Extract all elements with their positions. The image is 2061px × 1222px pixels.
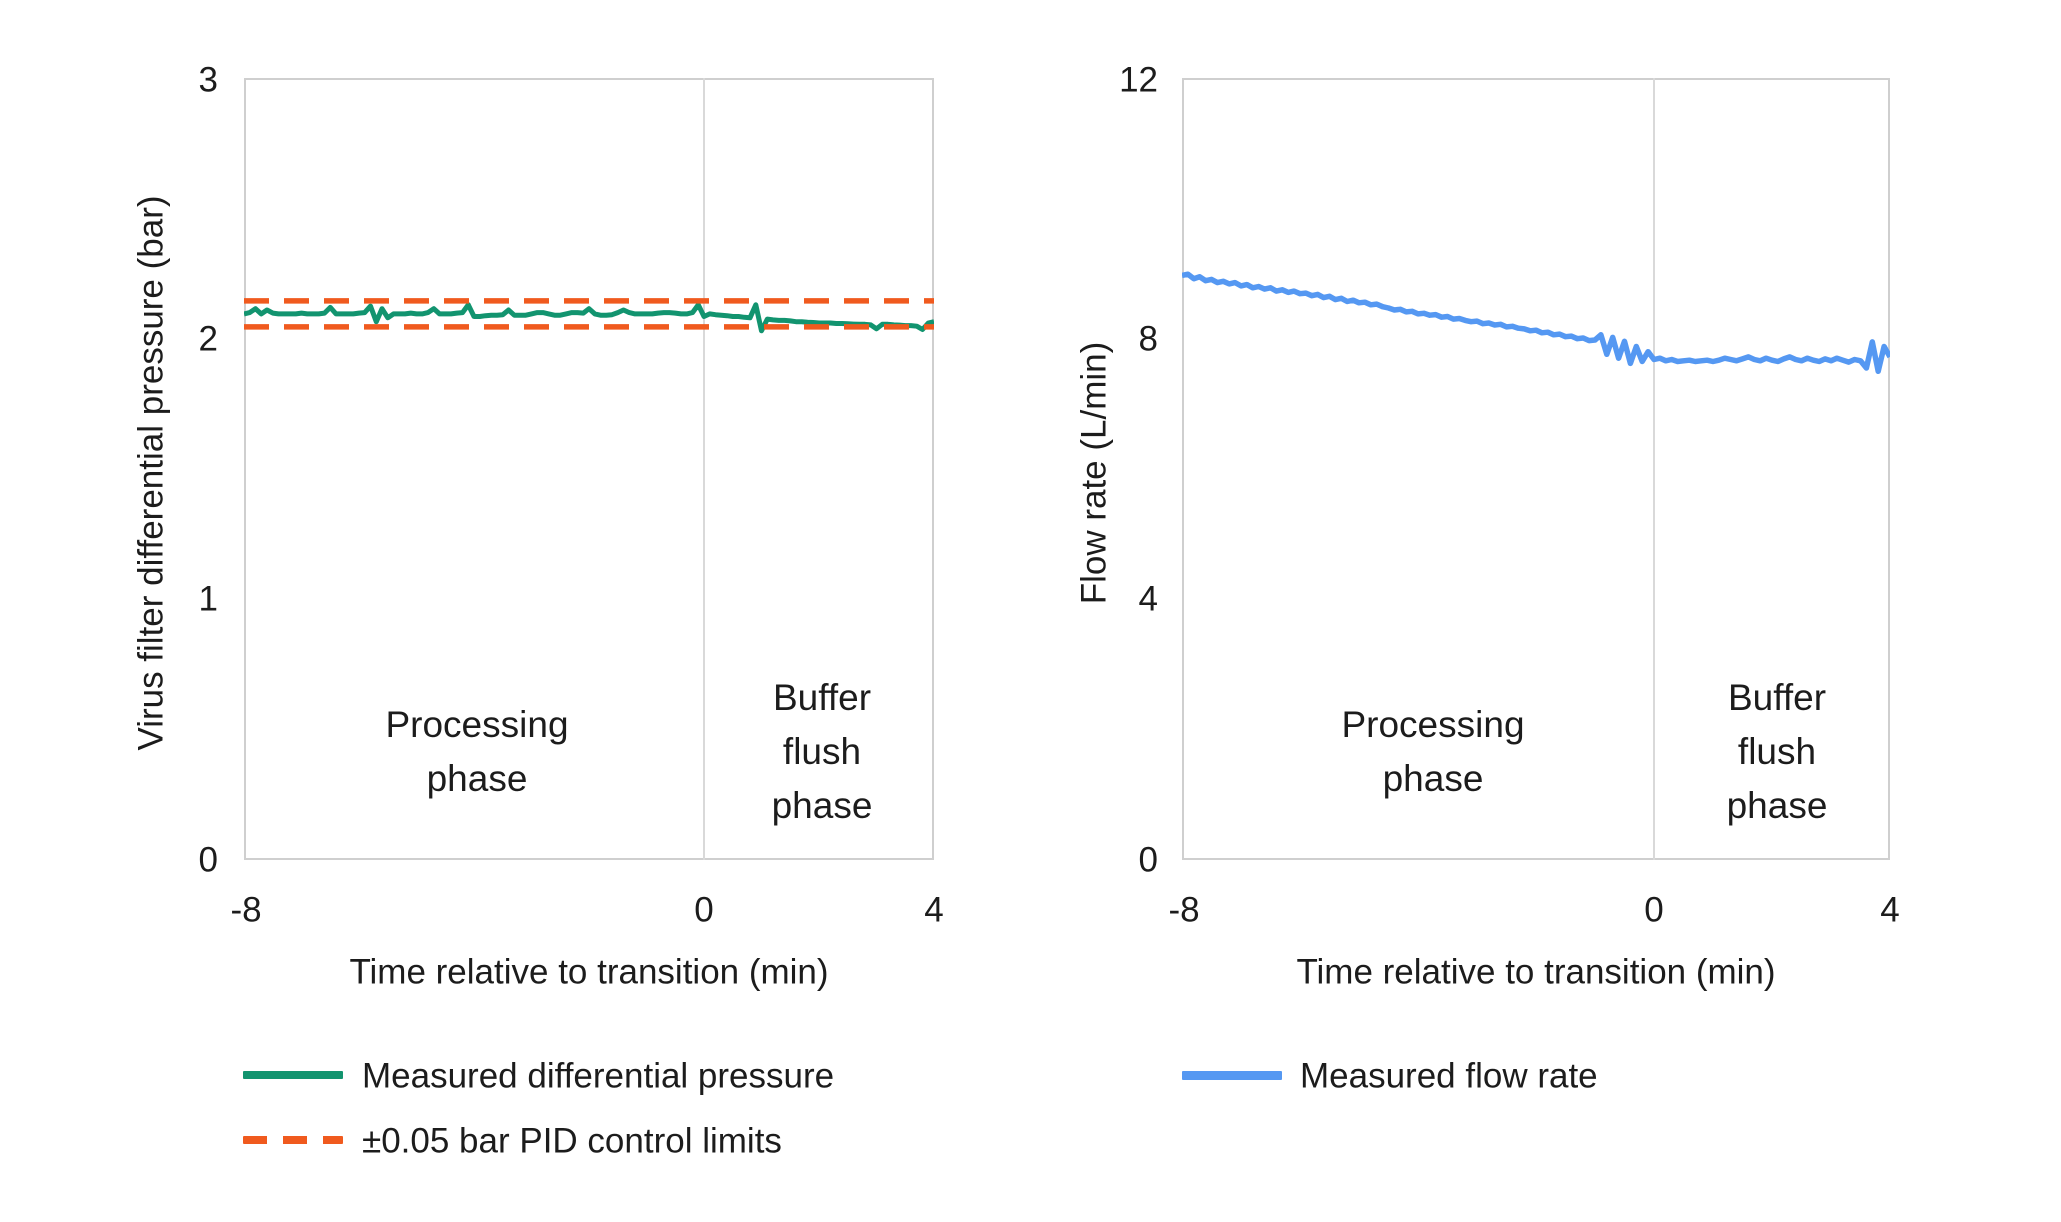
pressure-x-tick-neg8: -8: [230, 890, 262, 930]
flow-y-tick-8: 8: [1138, 319, 1158, 359]
flow-buffer-phase-label: Buffer flush phase: [1727, 671, 1828, 833]
flow-y-tick-12: 12: [1119, 60, 1158, 100]
pressure-plot-area: [244, 78, 934, 860]
pressure-plot-border: [244, 78, 934, 860]
flow-plot-border: [1182, 78, 1890, 860]
flow-y-tick-4: 4: [1138, 579, 1158, 619]
flow-x-tick-4: 4: [1880, 890, 1900, 930]
pressure-y-tick-2: 2: [198, 319, 218, 359]
measured-differential-pressure-line: [244, 302, 934, 334]
buffer-line3: phase: [1726, 785, 1828, 826]
pressure-buffer-phase-label: Buffer flush phase: [772, 671, 873, 833]
buffer-line2: flush: [1737, 731, 1817, 772]
pid-limits-legend-swatch: [243, 1136, 343, 1144]
flow-legend-label: Measured flow rate: [1300, 1056, 1598, 1096]
pressure-processing-phase-label: Processing phase: [385, 698, 568, 806]
flow-processing-phase-label: Processing phase: [1341, 698, 1524, 806]
pressure-x-tick-0: 0: [694, 890, 714, 930]
processing-line1: Processing: [385, 704, 569, 745]
pressure-x-axis-title: Time relative to transition (min): [349, 952, 829, 992]
buffer-line1: Buffer: [1727, 677, 1827, 718]
flow-plot-area: [1182, 78, 1890, 860]
flow-y-axis-title: Flow rate (L/min): [1074, 341, 1114, 605]
buffer-line1: Buffer: [772, 677, 872, 718]
buffer-line3: phase: [771, 785, 873, 826]
flow-y-tick-0: 0: [1138, 840, 1158, 880]
flow-x-tick-neg8: -8: [1168, 890, 1200, 930]
processing-line2: phase: [426, 758, 528, 799]
pressure-y-tick-3: 3: [198, 60, 218, 100]
buffer-line2: flush: [782, 731, 862, 772]
pressure-y-tick-1: 1: [198, 579, 218, 619]
pressure-y-tick-0: 0: [198, 840, 218, 880]
pid-limits-legend-label: ±0.05 bar PID control limits: [362, 1121, 782, 1161]
flow-legend-swatch: [1182, 1071, 1282, 1080]
flow-x-axis-title: Time relative to transition (min): [1296, 952, 1776, 992]
processing-line2: phase: [1382, 758, 1484, 799]
pressure-legend-label: Measured differential pressure: [362, 1056, 835, 1096]
pressure-y-axis-title: Virus filter differential pressure (bar): [131, 195, 171, 751]
processing-line1: Processing: [1341, 704, 1525, 745]
flow-chart: Flow rate (L/min) 12 8 4 0 Processing ph…: [1030, 0, 2061, 1000]
pressure-legend-swatch: [243, 1071, 343, 1079]
measured-flow-rate-line: [1182, 271, 1890, 375]
flow-x-tick-0: 0: [1644, 890, 1664, 930]
pressure-x-tick-4: 4: [924, 890, 944, 930]
pressure-chart: Virus filter differential pressure (bar)…: [0, 0, 1030, 1000]
